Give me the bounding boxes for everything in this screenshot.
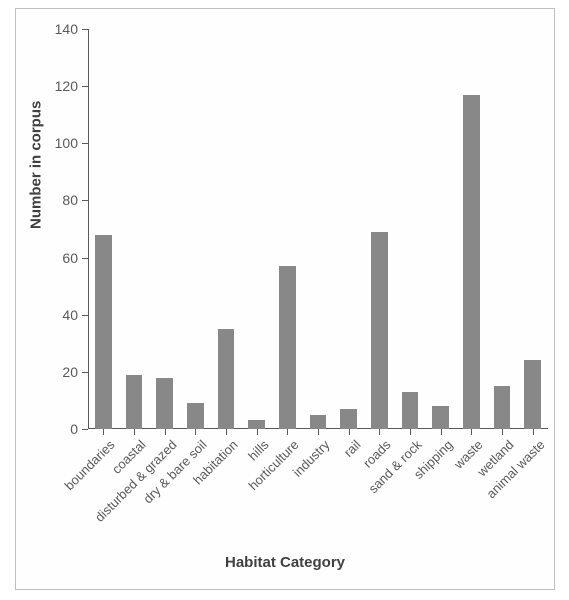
y-tick-label: 140	[55, 21, 78, 37]
y-tick-label: 40	[62, 307, 78, 323]
bar	[218, 329, 235, 429]
y-tick-label: 0	[70, 421, 78, 437]
x-tick	[226, 429, 227, 435]
x-tick	[195, 429, 196, 435]
x-tick	[471, 429, 472, 435]
bar	[463, 95, 480, 429]
bar	[340, 409, 357, 429]
y-tick-label: 60	[62, 250, 78, 266]
y-axis-label: Number in corpus	[28, 101, 45, 229]
x-tick	[410, 429, 411, 435]
bar	[156, 378, 173, 429]
bar	[402, 392, 419, 429]
y-tick	[82, 143, 88, 144]
bar	[494, 386, 511, 429]
bar	[432, 406, 449, 429]
y-tick-label: 120	[55, 78, 78, 94]
x-tick	[287, 429, 288, 435]
y-tick	[82, 258, 88, 259]
bar	[279, 266, 296, 429]
x-tick-label: rail	[340, 437, 363, 460]
y-tick	[82, 429, 88, 430]
x-tick	[441, 429, 442, 435]
x-tick	[103, 429, 104, 435]
y-tick	[82, 86, 88, 87]
y-tick	[82, 372, 88, 373]
x-tick	[257, 429, 258, 435]
bar	[95, 235, 112, 429]
x-tick	[379, 429, 380, 435]
bar	[126, 375, 143, 429]
y-tick	[82, 29, 88, 30]
y-tick	[82, 315, 88, 316]
y-axis	[88, 29, 89, 429]
chart-container: Number in corpus Habitat Category 020406…	[0, 0, 569, 600]
plot-area: 020406080100120140boundariescoastaldistu…	[88, 29, 548, 429]
bar	[310, 415, 327, 429]
bar	[524, 360, 541, 429]
x-tick	[165, 429, 166, 435]
y-tick	[82, 200, 88, 201]
x-tick	[533, 429, 534, 435]
y-tick-label: 20	[62, 364, 78, 380]
y-tick-label: 100	[55, 135, 78, 151]
chart-frame: Number in corpus Habitat Category 020406…	[15, 8, 555, 590]
bar	[187, 403, 204, 429]
x-axis-label: Habitat Category	[225, 554, 345, 571]
x-tick	[134, 429, 135, 435]
x-tick	[318, 429, 319, 435]
y-tick-label: 80	[62, 192, 78, 208]
x-tick	[349, 429, 350, 435]
x-tick	[502, 429, 503, 435]
bar	[371, 232, 388, 429]
bar	[248, 420, 265, 429]
